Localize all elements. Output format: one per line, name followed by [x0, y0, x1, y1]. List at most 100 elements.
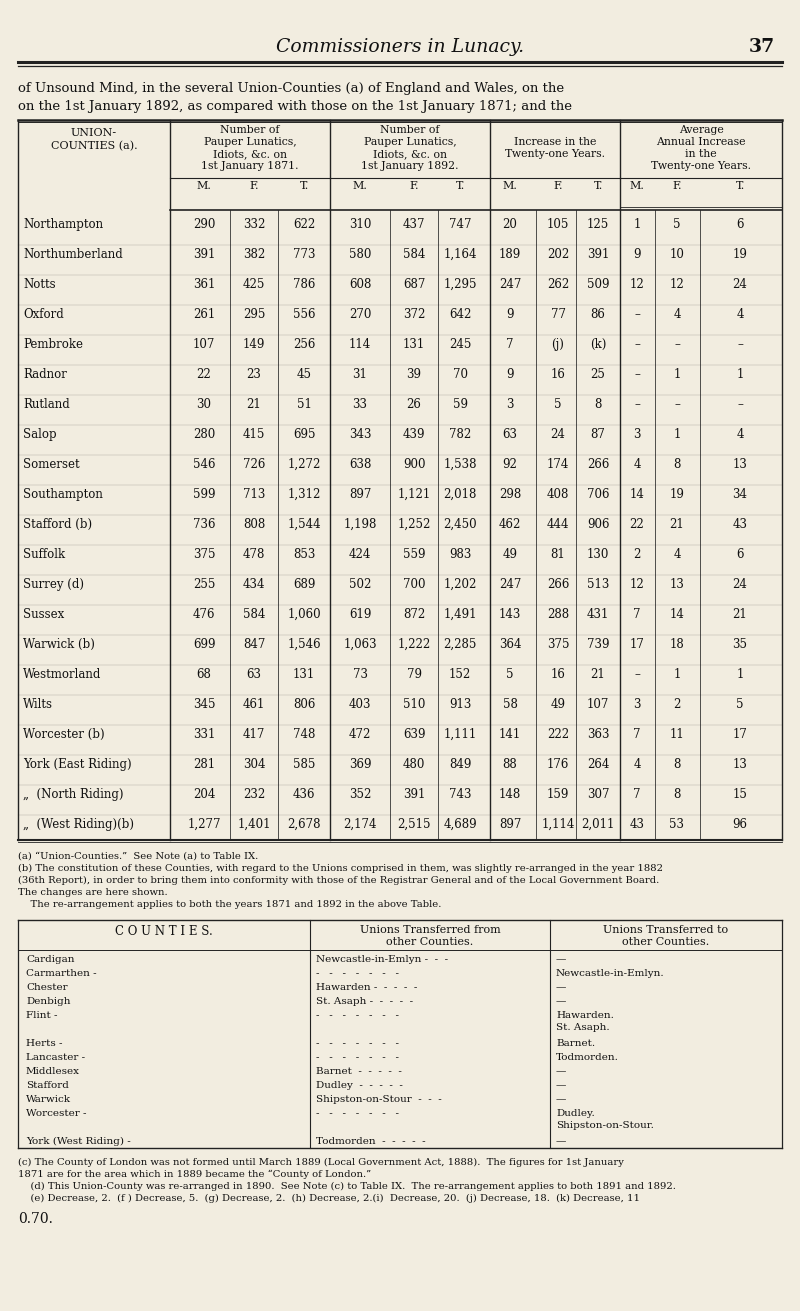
- Text: –: –: [634, 338, 640, 351]
- Text: 375: 375: [193, 548, 215, 561]
- Text: 773: 773: [293, 248, 315, 261]
- Text: 461: 461: [243, 697, 265, 711]
- Text: 1,198: 1,198: [343, 518, 377, 531]
- Text: Wilts: Wilts: [23, 697, 53, 711]
- Text: 1: 1: [674, 427, 681, 440]
- Text: Todmorden  -  -  -  -  -: Todmorden - - - - -: [316, 1137, 426, 1146]
- Text: York (West Riding) -: York (West Riding) -: [26, 1137, 130, 1146]
- Text: 1,121: 1,121: [398, 488, 430, 501]
- Text: 2,450: 2,450: [443, 518, 477, 531]
- Text: 699: 699: [193, 638, 215, 652]
- Text: Somerset: Somerset: [23, 458, 80, 471]
- Text: 247: 247: [499, 278, 521, 291]
- Text: 424: 424: [349, 548, 371, 561]
- Text: „  (North Riding): „ (North Riding): [23, 788, 123, 801]
- Text: 25: 25: [590, 368, 606, 382]
- Text: Unions Transferred to: Unions Transferred to: [603, 926, 729, 935]
- Text: 26: 26: [406, 399, 422, 412]
- Text: 403: 403: [349, 697, 371, 711]
- Text: 369: 369: [349, 758, 371, 771]
- Text: 900: 900: [402, 458, 426, 471]
- Text: 7: 7: [634, 788, 641, 801]
- Text: 584: 584: [403, 248, 425, 261]
- Text: —: —: [556, 1067, 566, 1076]
- Text: 0.70.: 0.70.: [18, 1211, 53, 1226]
- Text: 159: 159: [547, 788, 569, 801]
- Text: 1,312: 1,312: [287, 488, 321, 501]
- Text: 1,277: 1,277: [187, 818, 221, 831]
- Text: 43: 43: [630, 818, 645, 831]
- Text: 599: 599: [193, 488, 215, 501]
- Text: 96: 96: [733, 818, 747, 831]
- Text: 256: 256: [293, 338, 315, 351]
- Text: 2: 2: [634, 548, 641, 561]
- Text: 24: 24: [733, 578, 747, 591]
- Text: T.: T.: [299, 181, 309, 191]
- Text: Warwick (b): Warwick (b): [23, 638, 95, 652]
- Text: 53: 53: [670, 818, 685, 831]
- Text: (e) Decrease, 2.  (f ) Decrease, 5.  (g) Decrease, 2.  (h) Decrease, 2.(i)  Decr: (e) Decrease, 2. (f ) Decrease, 5. (g) D…: [18, 1194, 640, 1203]
- Text: Barnet  -  -  -  -  -: Barnet - - - - -: [316, 1067, 402, 1076]
- Text: (j): (j): [551, 338, 565, 351]
- Text: 510: 510: [403, 697, 425, 711]
- Text: 619: 619: [349, 608, 371, 621]
- Text: 726: 726: [243, 458, 265, 471]
- Text: 4: 4: [674, 548, 681, 561]
- Text: 431: 431: [587, 608, 609, 621]
- Text: Unions Transferred from: Unions Transferred from: [360, 926, 500, 935]
- Text: 310: 310: [349, 218, 371, 231]
- Text: Warwick: Warwick: [26, 1095, 71, 1104]
- Text: Worcester -: Worcester -: [26, 1109, 86, 1118]
- Text: -   -   -   -   -   -   -: - - - - - - -: [316, 1053, 399, 1062]
- Text: 3: 3: [506, 399, 514, 412]
- Text: 1,272: 1,272: [287, 458, 321, 471]
- Text: 808: 808: [243, 518, 265, 531]
- Text: 1,114: 1,114: [542, 818, 574, 831]
- Text: 415: 415: [243, 427, 265, 440]
- Text: Middlesex: Middlesex: [26, 1067, 80, 1076]
- Text: Number of: Number of: [380, 125, 440, 135]
- Text: 245: 245: [449, 338, 471, 351]
- Text: of Unsound Mind, in the several Union-Counties (a) of England and Wales, on the: of Unsound Mind, in the several Union-Co…: [18, 83, 564, 94]
- Text: 22: 22: [197, 368, 211, 382]
- Text: 608: 608: [349, 278, 371, 291]
- Text: 8: 8: [674, 758, 681, 771]
- Text: 2,515: 2,515: [398, 818, 430, 831]
- Text: -   -   -   -   -   -   -: - - - - - - -: [316, 1011, 399, 1020]
- Text: St. Asaph.: St. Asaph.: [556, 1023, 610, 1032]
- Text: 63: 63: [246, 669, 262, 680]
- Text: Idiots, &c. on: Idiots, &c. on: [373, 149, 447, 159]
- Text: 37: 37: [749, 38, 775, 56]
- Text: Number of: Number of: [220, 125, 280, 135]
- Text: 189: 189: [499, 248, 521, 261]
- Text: 872: 872: [403, 608, 425, 621]
- Text: –: –: [737, 338, 743, 351]
- Text: Rutland: Rutland: [23, 399, 70, 412]
- Text: F.: F.: [250, 181, 258, 191]
- Text: 983: 983: [449, 548, 471, 561]
- Text: 81: 81: [550, 548, 566, 561]
- Text: 107: 107: [587, 697, 609, 711]
- Text: 8: 8: [674, 458, 681, 471]
- Text: COUNTIES (a).: COUNTIES (a).: [50, 142, 138, 151]
- Text: 5: 5: [506, 669, 514, 680]
- Text: 713: 713: [243, 488, 265, 501]
- Text: Idiots, &c. on: Idiots, &c. on: [213, 149, 287, 159]
- Text: 1,164: 1,164: [443, 248, 477, 261]
- Text: 130: 130: [587, 548, 609, 561]
- Text: 222: 222: [547, 728, 569, 741]
- Text: 152: 152: [449, 669, 471, 680]
- Text: 408: 408: [547, 488, 569, 501]
- Text: 288: 288: [547, 608, 569, 621]
- Text: 202: 202: [547, 248, 569, 261]
- Text: Northampton: Northampton: [23, 218, 103, 231]
- Text: Pauper Lunatics,: Pauper Lunatics,: [364, 138, 456, 147]
- Text: The re-arrangement applies to both the years 1871 and 1892 in the above Table.: The re-arrangement applies to both the y…: [18, 899, 442, 909]
- Text: 1: 1: [634, 218, 641, 231]
- Text: Annual Increase: Annual Increase: [656, 138, 746, 147]
- Text: 352: 352: [349, 788, 371, 801]
- Text: 149: 149: [243, 338, 265, 351]
- Text: 700: 700: [402, 578, 426, 591]
- Text: 1,401: 1,401: [238, 818, 270, 831]
- Text: Salop: Salop: [23, 427, 57, 440]
